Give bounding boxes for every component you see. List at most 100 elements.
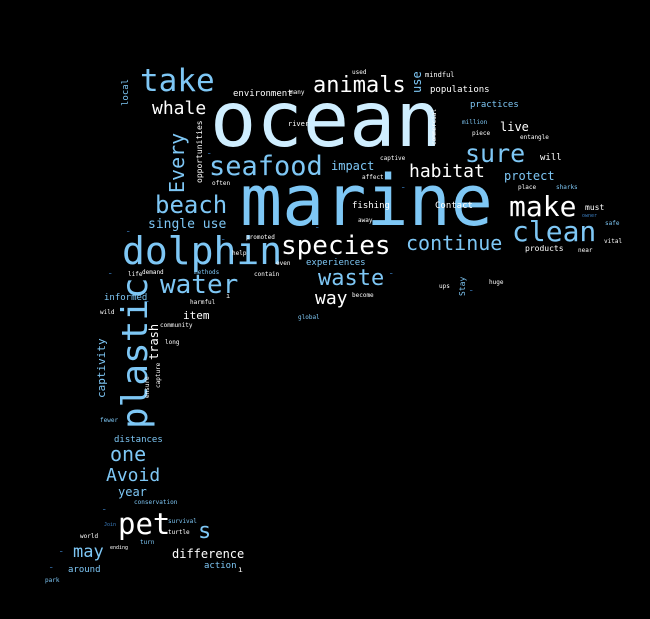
- word-turn: turn: [140, 539, 155, 546]
- word-affect: affect: [362, 174, 384, 181]
- filler-mark: ı: [226, 292, 231, 300]
- word-practices: practices: [470, 100, 519, 110]
- filler-mark: ━: [316, 225, 319, 230]
- word-place: place: [518, 184, 537, 191]
- word-will: will: [540, 153, 562, 163]
- word-even: even: [276, 260, 291, 267]
- word-year: year: [118, 485, 147, 499]
- word-fishing: fishing: [352, 201, 390, 211]
- word-survival: survival: [168, 518, 197, 525]
- word-captive: captive: [380, 155, 406, 162]
- word-seafood: seafood: [209, 151, 323, 182]
- word-promoted: promoted: [246, 234, 275, 241]
- filler-mark: ━: [60, 549, 63, 554]
- word-entangle: entangle: [520, 134, 549, 141]
- word-become: become: [352, 292, 374, 299]
- word-environment: environment: [233, 89, 293, 99]
- word-methods: methods: [194, 269, 220, 276]
- word-impact: impact: [331, 159, 375, 173]
- word-continue: continue: [406, 231, 503, 255]
- filler-mark: ━: [222, 237, 225, 242]
- word-conservation: conservation: [134, 499, 178, 506]
- filler-mark: ━: [50, 565, 53, 570]
- word-marine: marine: [240, 160, 493, 242]
- word-demand: demand: [142, 269, 164, 276]
- word-species: species: [281, 231, 391, 261]
- word-action: action: [204, 561, 237, 571]
- word-one: one: [110, 442, 147, 466]
- filler-mark: ━: [470, 288, 473, 293]
- word-live: live: [500, 120, 529, 134]
- word-help: help: [232, 250, 247, 257]
- word-global: global: [298, 314, 320, 321]
- word-Contact: Contact: [435, 201, 473, 211]
- word-s: s: [198, 519, 212, 544]
- word-clean: clean: [512, 215, 597, 248]
- word-whale: whale: [152, 98, 207, 119]
- word-world: world: [80, 533, 99, 540]
- word-piece: piece: [472, 130, 491, 137]
- word-informed: informed: [104, 293, 148, 303]
- word-difference: difference: [172, 547, 245, 561]
- word-products: products: [525, 244, 564, 253]
- word-harmful: harmful: [190, 299, 216, 306]
- word-opportunities: opportunities: [195, 120, 204, 183]
- word-beach: beach: [155, 191, 228, 219]
- word-water: water: [160, 270, 239, 300]
- word-make: make: [509, 190, 577, 223]
- filler-mark: ━: [402, 185, 405, 190]
- word-life: life: [128, 271, 143, 278]
- filler-mark: ━: [109, 271, 112, 276]
- word-turtle: turtle: [168, 529, 190, 536]
- word-million: million: [462, 119, 488, 126]
- word-distances: distances: [114, 435, 163, 445]
- word-safe: safe: [605, 220, 620, 227]
- word-huge: huge: [489, 279, 504, 286]
- word-experiences: experiences: [306, 258, 366, 268]
- word-single-use: single use: [148, 217, 227, 232]
- word-around: around: [68, 565, 101, 575]
- word-used: used: [352, 69, 367, 76]
- filler-mark: ━: [127, 229, 130, 234]
- word-way: way: [315, 288, 348, 309]
- word-captivity: captivity: [95, 338, 108, 398]
- word-Avoid: Avoid: [106, 465, 161, 486]
- word-use: use: [410, 71, 424, 93]
- word-must: must: [585, 203, 605, 212]
- word-protect: protect: [504, 169, 555, 183]
- word-vital: vital: [604, 238, 623, 245]
- word-sharks: sharks: [556, 184, 578, 191]
- word-trash: trash: [147, 323, 161, 360]
- word-pet: pet: [118, 507, 171, 541]
- word-Stay: Stay: [458, 276, 467, 296]
- word-waste: waste: [318, 266, 385, 291]
- word-many: many: [290, 89, 305, 96]
- word-long: long: [165, 339, 180, 346]
- word-capture: capture: [155, 362, 162, 388]
- word-habitat: habitat: [409, 161, 485, 182]
- word-take: take: [140, 63, 215, 99]
- filler-mark: ━: [146, 299, 149, 304]
- word-community: community: [160, 322, 193, 329]
- word-commercial: commercial: [431, 108, 438, 145]
- word-park: park: [45, 577, 60, 584]
- word-populations: populations: [430, 85, 490, 95]
- word-Every: Every: [165, 132, 189, 193]
- word-river: river: [288, 120, 310, 128]
- word-sure: sure: [465, 139, 526, 168]
- word-often: often: [212, 180, 231, 187]
- word-contain: contain: [254, 271, 280, 278]
- word-ensure: ensure: [144, 376, 151, 398]
- filler-mark: ━: [208, 151, 211, 156]
- word-animals: animals: [313, 73, 406, 98]
- filler-mark: ı: [238, 565, 243, 574]
- word-ending: ending: [110, 545, 129, 551]
- word-Join: Join: [104, 522, 117, 528]
- filler-mark: ━: [103, 507, 106, 512]
- word-wild: wild: [100, 309, 115, 316]
- word-fewer: fewer: [100, 417, 119, 424]
- word-away: away: [358, 217, 373, 224]
- word-ups: ups: [439, 283, 450, 290]
- word-dolphin: dolphin: [122, 229, 283, 273]
